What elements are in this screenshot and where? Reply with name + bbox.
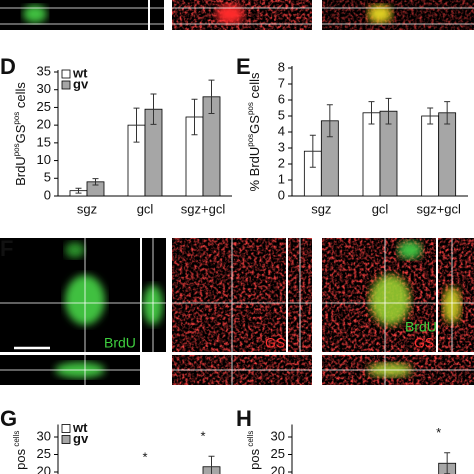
y-axis-label: pos cells xyxy=(12,431,28,470)
significance-mark: * xyxy=(436,425,441,440)
superscript: pos xyxy=(12,143,21,156)
y-tick-label: 3 xyxy=(278,139,285,154)
error-bar xyxy=(150,93,157,125)
error-bar xyxy=(75,187,82,194)
error-bar xyxy=(208,79,215,114)
y-tick-label: 25 xyxy=(37,446,51,461)
error-bar xyxy=(191,98,198,136)
x-tick-label: sgz xyxy=(311,201,331,216)
y-tick-label: 0 xyxy=(278,187,285,202)
y-tick-label: 30 xyxy=(37,428,51,443)
error-bar xyxy=(133,107,140,143)
x-tick-label: sgz+gcl xyxy=(181,201,226,216)
legend-label: wt xyxy=(72,420,88,435)
y-tick-label: 2 xyxy=(278,155,285,170)
legend-label: wt xyxy=(72,65,88,80)
error-bar xyxy=(385,97,392,125)
y-tick-label: 10 xyxy=(37,152,51,167)
bar xyxy=(438,112,457,197)
label-part: GS xyxy=(247,115,262,134)
error-bar xyxy=(92,178,99,186)
panel-letter: D xyxy=(0,54,16,79)
image-label: GS xyxy=(265,335,285,351)
error-bar xyxy=(326,104,333,138)
y-tick-label: 35 xyxy=(37,63,51,78)
x-tick-label: gcl xyxy=(137,201,154,216)
error-bar xyxy=(368,101,375,125)
x-tick-label: gcl xyxy=(372,201,389,216)
y-tick-label: 15 xyxy=(37,134,51,149)
image-label: GS xyxy=(414,335,434,351)
y-axis-label: pos cells xyxy=(246,431,262,470)
legend-label: gv xyxy=(73,431,89,446)
legend-swatch xyxy=(61,80,71,90)
panel-letter: F xyxy=(0,236,13,261)
panel-letter: G xyxy=(0,406,17,431)
superscript: cells xyxy=(12,431,21,449)
label-part: BrdU xyxy=(13,156,28,186)
y-tick-label: 5 xyxy=(44,170,51,185)
x-tick-label: sgz+gcl xyxy=(416,201,461,216)
superscript: pos xyxy=(246,134,255,147)
image-label: BrdU xyxy=(405,319,437,335)
y-tick-label: 25 xyxy=(271,446,285,461)
y-tick-label: 1 xyxy=(278,171,285,186)
error-bar xyxy=(309,134,316,168)
y-tick-label: 20 xyxy=(37,117,51,132)
y-axis-label: % BrdUposGSpos cells xyxy=(246,72,262,192)
label-part: pos xyxy=(247,448,262,469)
y-tick-label: 30 xyxy=(271,428,285,443)
y-tick-label: 30 xyxy=(37,81,51,96)
label-part: pos xyxy=(13,448,28,469)
y-tick-label: 5 xyxy=(278,107,285,122)
panel-f-micrographs xyxy=(0,238,474,385)
y-tick-label: 20 xyxy=(37,463,51,474)
image-label: BrdU xyxy=(104,335,136,351)
legend-label: gv xyxy=(73,76,89,91)
significance-mark: * xyxy=(200,428,205,443)
bar xyxy=(421,115,440,197)
panel-letter: E xyxy=(236,54,251,79)
label-part: GS xyxy=(13,124,28,143)
y-tick-label: 0 xyxy=(44,187,51,202)
error-bar xyxy=(444,101,451,125)
y-axis-label: BrdUposGSpos cells xyxy=(12,82,28,186)
legend-swatch xyxy=(61,435,71,444)
y-tick-label: 20 xyxy=(271,463,285,474)
label-part: cells xyxy=(13,82,28,112)
x-tick-label: sgz xyxy=(77,201,97,216)
significance-mark: * xyxy=(142,449,147,464)
y-tick-label: 7 xyxy=(278,75,285,90)
label-part: cells xyxy=(247,72,262,102)
superscript: pos xyxy=(12,112,21,125)
y-tick-label: 4 xyxy=(278,123,285,138)
label-part: % BrdU xyxy=(247,147,262,192)
superscript: pos xyxy=(246,102,255,115)
y-tick-label: 25 xyxy=(37,99,51,114)
superscript: cells xyxy=(246,431,255,449)
legend-swatch xyxy=(61,69,71,79)
bar xyxy=(362,112,381,197)
top-micrographs xyxy=(0,0,474,30)
error-bar xyxy=(427,107,434,125)
y-tick-label: 8 xyxy=(278,59,285,74)
y-tick-label: 6 xyxy=(278,91,285,106)
legend-swatch xyxy=(61,424,71,433)
panel-letter: H xyxy=(236,406,252,431)
